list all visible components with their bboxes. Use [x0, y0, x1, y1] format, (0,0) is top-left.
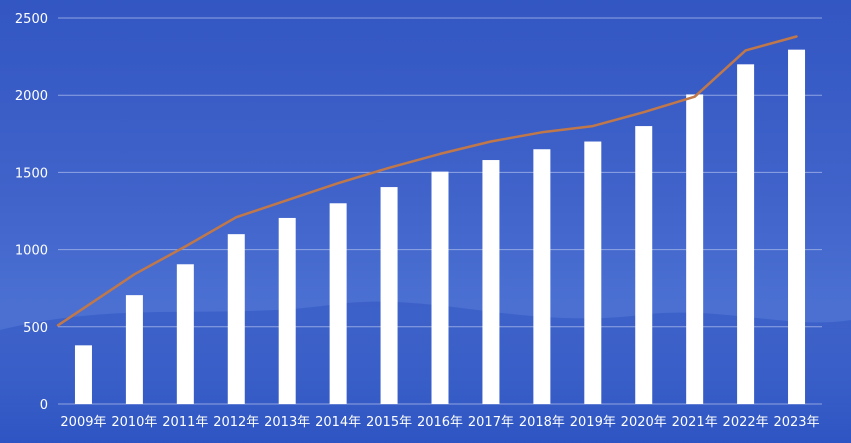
y-tick-label: 1500 [15, 166, 48, 181]
bar [176, 264, 194, 404]
bar [533, 149, 551, 404]
y-tick-label: 1000 [15, 244, 48, 259]
bar [737, 64, 755, 404]
x-axis-ticks: 2009年 2010年 2011年 2012年 2013年 2014年 2015年 2016年… [60, 415, 819, 430]
x-tick-label: 2011年 [162, 415, 208, 430]
bar [125, 295, 143, 404]
bar [329, 203, 347, 404]
x-tick-label: 2023年 [773, 415, 819, 430]
bar [686, 94, 704, 404]
y-axis-ticks: 0 500 1000 1500 2000 2500 [15, 12, 48, 413]
bar [227, 234, 245, 404]
bar [278, 217, 296, 404]
x-tick-label: 2014年 [315, 415, 361, 430]
x-tick-label: 2016年 [417, 415, 463, 430]
x-tick-label: 2022年 [723, 415, 769, 430]
line-series-path [56, 35, 798, 327]
y-tick-label: 2500 [15, 12, 48, 27]
bar [74, 345, 92, 404]
x-tick-label: 2020年 [621, 415, 667, 430]
bar-series [74, 49, 806, 404]
bar [635, 126, 653, 404]
bar [788, 49, 806, 404]
x-tick-label: 2019年 [570, 415, 616, 430]
x-tick-label: 2017年 [468, 415, 514, 430]
y-tick-label: 2000 [15, 89, 48, 104]
x-tick-label: 2009年 [60, 415, 106, 430]
bar [482, 160, 500, 404]
x-tick-label: 2015年 [366, 415, 412, 430]
y-tick-label: 500 [23, 321, 48, 336]
bar [431, 171, 449, 404]
y-tick-label: 0 [40, 398, 48, 413]
x-tick-label: 2010年 [111, 415, 157, 430]
x-tick-label: 2018年 [519, 415, 565, 430]
bar [380, 187, 398, 404]
bar [584, 141, 602, 404]
x-tick-label: 2012年 [213, 415, 259, 430]
line-series [56, 35, 798, 327]
x-tick-label: 2013年 [264, 415, 310, 430]
x-tick-label: 2021年 [672, 415, 718, 430]
